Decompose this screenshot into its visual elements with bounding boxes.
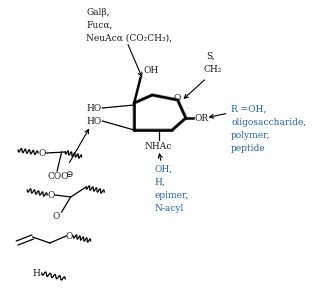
Text: Fucα,: Fucα,	[86, 21, 112, 30]
Text: ⊖: ⊖	[65, 170, 73, 179]
Text: O: O	[174, 94, 181, 103]
Text: Galβ,: Galβ,	[86, 8, 110, 17]
Text: OH: OH	[143, 66, 159, 75]
Text: polymer,: polymer,	[231, 131, 270, 140]
Text: HO: HO	[86, 103, 101, 113]
Text: CH₂: CH₂	[204, 65, 222, 74]
Text: HO: HO	[86, 117, 101, 125]
Text: O: O	[52, 212, 60, 221]
Text: NeuAcα (CO₂CH₃),: NeuAcα (CO₂CH₃),	[86, 34, 172, 43]
Text: epimer,: epimer,	[154, 191, 188, 200]
Text: O: O	[65, 232, 73, 241]
Text: oligosaccharide,: oligosaccharide,	[231, 118, 306, 127]
Text: O: O	[47, 191, 54, 200]
Text: O: O	[38, 148, 46, 158]
Text: H: H	[32, 268, 40, 278]
Text: R =OH,: R =OH,	[231, 105, 266, 114]
Text: COO: COO	[47, 172, 69, 181]
Text: OR: OR	[195, 114, 209, 122]
Text: S,: S,	[207, 52, 215, 61]
Text: peptide: peptide	[231, 144, 266, 153]
Text: N-acyl: N-acyl	[154, 204, 183, 213]
Polygon shape	[134, 95, 186, 130]
Text: H,: H,	[154, 178, 165, 187]
Text: NHAc: NHAc	[145, 142, 172, 151]
Text: OH,: OH,	[154, 165, 172, 174]
